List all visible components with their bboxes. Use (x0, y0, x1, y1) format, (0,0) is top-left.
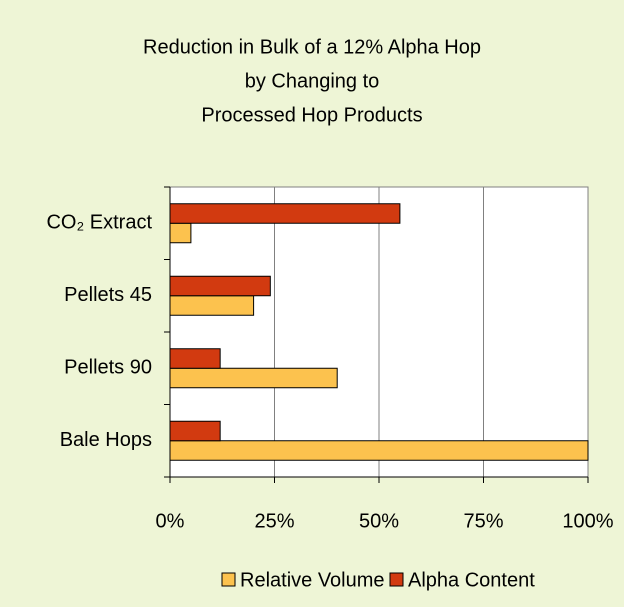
chart-title: Processed Hop Products (201, 104, 422, 126)
bar (169, 440, 589, 461)
legend-swatch (221, 572, 236, 587)
bar (169, 275, 271, 297)
x-tick-label: 50% (359, 510, 399, 532)
x-tick-label: 25% (254, 510, 294, 532)
bar (169, 222, 192, 244)
chart-title: Reduction in Bulk of a 12% Alpha Hop (143, 36, 481, 58)
bar (169, 295, 255, 316)
y-tick-label: Pellets 45 (64, 284, 152, 306)
legend-swatch (389, 572, 404, 587)
x-tick-label: 75% (463, 510, 503, 532)
chart-title: by Changing to (245, 70, 380, 92)
legend-label: Alpha Content (408, 569, 535, 591)
bar (169, 367, 338, 389)
y-tick-label: Bale Hops (60, 429, 152, 451)
x-tick-label: 100% (562, 510, 613, 532)
legend-label: Relative Volume (240, 569, 385, 591)
bar (169, 203, 401, 224)
y-tick-label: Pellets 90 (64, 357, 152, 379)
bar (169, 420, 221, 442)
x-tick-label: 0% (156, 510, 185, 532)
bar (169, 348, 221, 369)
y-tick-label: CO₂ Extract (46, 212, 152, 234)
